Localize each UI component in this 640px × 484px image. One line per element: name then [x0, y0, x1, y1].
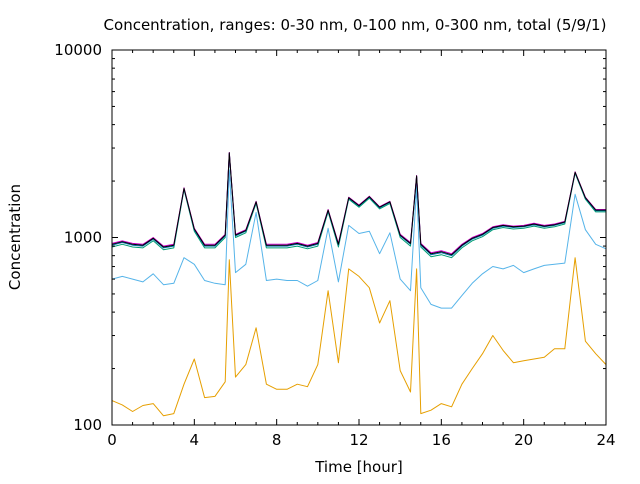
x-tick-label: 20 [514, 431, 533, 449]
x-tick-label: 16 [432, 431, 451, 449]
plot-frame [111, 49, 607, 426]
series-line-1 [111, 257, 607, 417]
x-tick-label: 24 [596, 431, 615, 449]
x-tick-label: 0 [107, 431, 117, 449]
series-line-6 [111, 152, 606, 256]
series-layer [111, 152, 607, 417]
axis-layer: 0 4 8 12 16 20 24 100 1000 10000 [54, 41, 615, 449]
x-axis-label: Time [hour] [314, 458, 403, 476]
x-tick-label: 8 [272, 431, 282, 449]
x-tick-label: 12 [349, 431, 368, 449]
y-tick-label: 100 [73, 416, 102, 434]
series-line-3 [111, 153, 606, 259]
series-line-5 [111, 152, 606, 255]
y-tick-label: 10000 [54, 41, 102, 59]
chart-title: Concentration, ranges: 0-30 nm, 0-100 nm… [104, 16, 607, 34]
y-tick-label: 1000 [64, 229, 102, 247]
series-line-2 [111, 169, 607, 309]
y-axis-label: Concentration [6, 184, 24, 290]
x-tick-label: 4 [190, 431, 200, 449]
